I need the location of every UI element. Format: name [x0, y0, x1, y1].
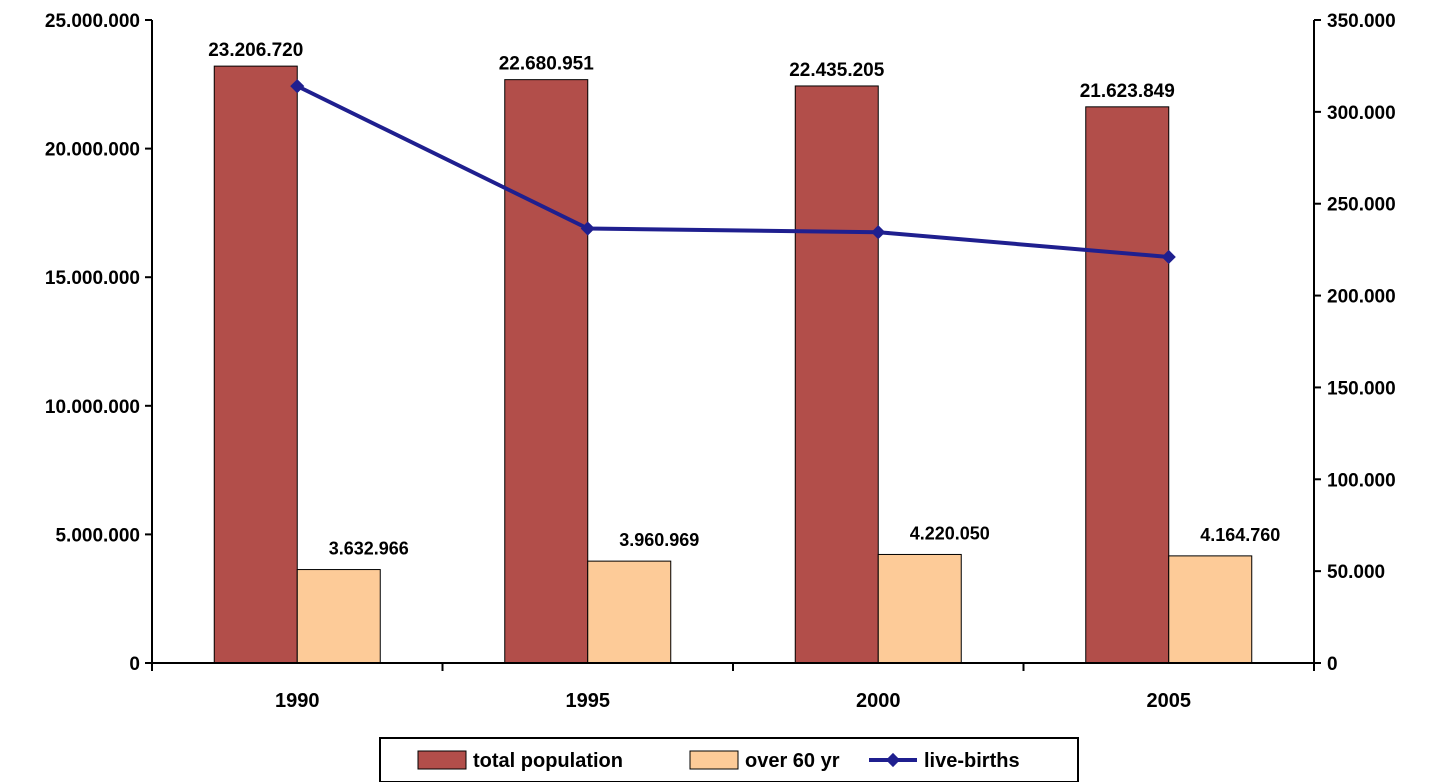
data-label-over-60-yr-1990: 3.632.966: [329, 539, 409, 559]
bar-total-population-2000: [794, 85, 879, 664]
data-label-total-population-1995: 22.680.951: [499, 54, 595, 75]
y-left-tick-label: 0: [129, 654, 140, 675]
legend-swatch-total-population: [417, 750, 467, 770]
y-right-tick-label: 0: [1327, 654, 1338, 675]
line-live-births: [296, 84, 1169, 259]
legend-label-over-60-yr: over 60 yr: [745, 750, 840, 772]
line-point-live-births-1990: [290, 79, 305, 94]
data-label-over-60-yr-1995: 3.960.969: [619, 530, 699, 550]
line-point-live-births-1995: [580, 221, 595, 236]
data-label-total-population-2005: 21.623.849: [1080, 81, 1175, 102]
legend-label-live-births: live-births: [924, 750, 1020, 772]
bar-total-population-2005: [1085, 106, 1170, 664]
y-right-tick-label: 150.000: [1327, 378, 1396, 399]
y-left-tick-label: 15.000.000: [45, 268, 140, 289]
data-label-total-population-2000: 22.435.205: [789, 60, 885, 81]
legend-swatch-over-60-yr: [689, 750, 739, 770]
y-right-tick-label: 250.000: [1327, 195, 1396, 216]
y-right-tick-label: 100.000: [1327, 470, 1396, 491]
line-point-live-births-2005: [1161, 249, 1176, 265]
bar-over-60-yr-1995: [587, 560, 672, 664]
x-tick-label: 2000: [856, 690, 901, 712]
y-left-tick-label: 25.000.000: [45, 11, 140, 32]
y-right-tick-label: 300.000: [1327, 103, 1396, 124]
legend: total population over 60 yr live-births: [379, 737, 1079, 782]
x-tick-label: 1995: [566, 690, 611, 712]
bar-over-60-yr-2000: [877, 553, 962, 664]
bar-over-60-yr-2005: [1168, 555, 1253, 664]
y-right-tick-label: 200.000: [1327, 287, 1396, 308]
y-left-tick-label: 5.000.000: [55, 525, 140, 546]
data-label-over-60-yr-2000: 4.220.050: [910, 523, 990, 543]
y-left-tick-label: 10.000.000: [45, 397, 140, 418]
data-label-over-60-yr-2005: 4.164.760: [1200, 525, 1280, 545]
x-tick-label: 1990: [275, 690, 320, 712]
bar-total-population-1995: [504, 79, 589, 664]
x-tick-label: 2005: [1147, 690, 1192, 712]
data-label-total-population-1990: 23.206.720: [208, 40, 303, 61]
legend-label-total-population: total population: [473, 750, 623, 772]
bar-total-population-1990: [213, 65, 298, 664]
legend-marker-live-births: [885, 752, 901, 768]
line-point-live-births-2000: [871, 225, 886, 240]
bar-over-60-yr-1990: [296, 569, 381, 664]
y-left-tick-label: 20.000.000: [45, 140, 140, 161]
y-right-tick-label: 50.000: [1327, 562, 1385, 583]
y-right-tick-label: 350.000: [1327, 11, 1396, 32]
